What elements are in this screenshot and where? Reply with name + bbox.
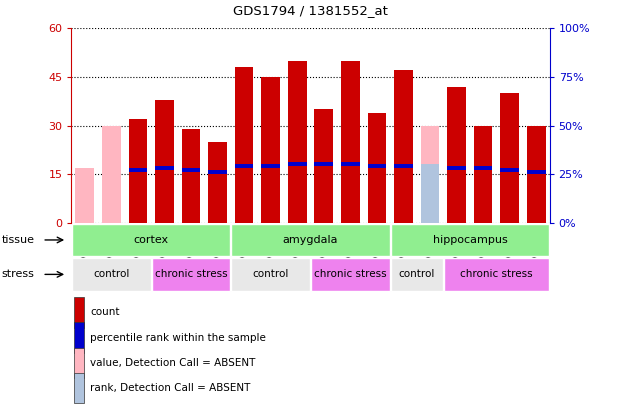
Bar (394, 164, 413, 168)
Bar (368, 113, 386, 223)
Bar (232, 224, 389, 256)
Bar (72, 224, 230, 256)
Text: tissue: tissue (1, 235, 34, 245)
Bar (288, 162, 307, 166)
Text: count: count (90, 307, 120, 318)
Text: chronic stress: chronic stress (155, 269, 227, 279)
Bar (155, 100, 174, 223)
Text: stress: stress (1, 269, 34, 279)
Bar (501, 168, 519, 172)
Text: value, Detection Call = ABSENT: value, Detection Call = ABSENT (90, 358, 255, 368)
Bar (235, 164, 253, 168)
Bar (421, 126, 439, 223)
Text: chronic stress: chronic stress (460, 269, 533, 279)
Bar (102, 126, 120, 223)
Bar (182, 168, 200, 172)
Bar (314, 162, 333, 166)
Bar (527, 170, 546, 174)
Bar (368, 164, 386, 168)
Text: control: control (253, 269, 289, 279)
Bar (74, 297, 84, 328)
Bar (182, 129, 200, 223)
Bar (129, 168, 147, 172)
Bar (527, 126, 546, 223)
Bar (74, 348, 84, 378)
Bar (261, 77, 280, 223)
Bar (444, 258, 549, 290)
Text: control: control (399, 269, 435, 279)
Text: cortex: cortex (134, 235, 169, 245)
Bar (474, 126, 492, 223)
Bar (208, 142, 227, 223)
Bar (74, 373, 84, 403)
Bar (152, 258, 230, 290)
Bar (391, 224, 549, 256)
Bar (75, 168, 94, 223)
Bar (447, 87, 466, 223)
Bar (129, 119, 147, 223)
Bar (447, 166, 466, 170)
Bar (261, 164, 280, 168)
Bar (314, 109, 333, 223)
Bar (341, 162, 360, 166)
Bar (394, 70, 413, 223)
Text: amygdala: amygdala (283, 235, 338, 245)
Bar (421, 164, 439, 223)
Bar (501, 93, 519, 223)
Bar (155, 166, 174, 170)
Bar (311, 258, 389, 290)
Bar (72, 258, 150, 290)
Bar (232, 258, 310, 290)
Bar (74, 322, 84, 353)
Bar (235, 67, 253, 223)
Bar (208, 170, 227, 174)
Text: percentile rank within the sample: percentile rank within the sample (90, 333, 266, 343)
Text: hippocampus: hippocampus (432, 235, 507, 245)
Text: rank, Detection Call = ABSENT: rank, Detection Call = ABSENT (90, 383, 250, 393)
Bar (341, 61, 360, 223)
Text: control: control (93, 269, 129, 279)
Bar (288, 61, 307, 223)
Text: chronic stress: chronic stress (314, 269, 387, 279)
Bar (474, 166, 492, 170)
Bar (391, 258, 443, 290)
Text: GDS1794 / 1381552_at: GDS1794 / 1381552_at (233, 4, 388, 17)
